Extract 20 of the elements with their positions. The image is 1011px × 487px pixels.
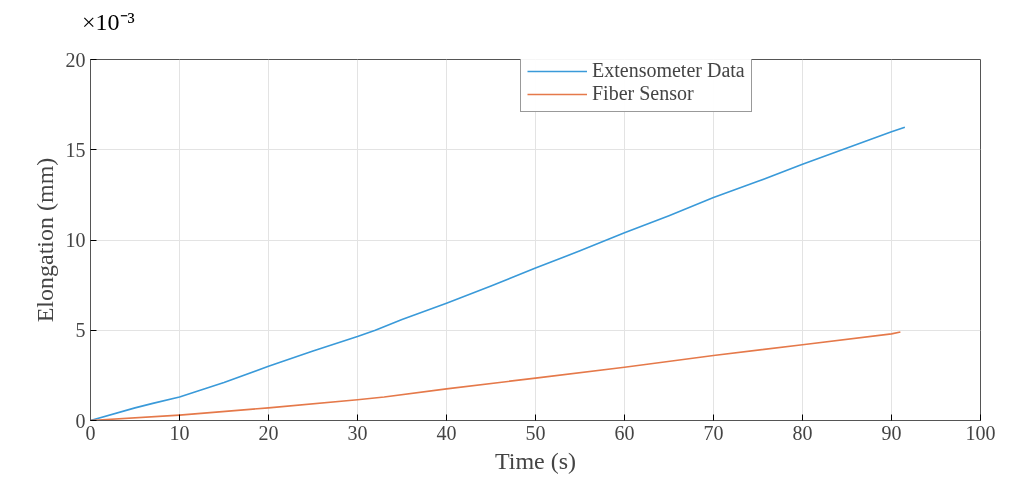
x-tick-label: 50 [525,421,546,444]
y-tick-label: 10 [65,229,86,251]
x-tick-label: 40 [436,421,457,444]
y-tick-label: 5 [75,319,86,342]
y-tick-label: 15 [65,138,86,161]
x-tick-label: 20 [258,421,279,444]
x-axis-title: Time (s) [494,447,577,474]
x-tick-label: 70 [703,421,724,444]
legend-label: Extensometer Data [592,59,745,82]
x-tick-label: 100 [965,421,996,444]
y-axis-title: Elongation (mm) [31,157,58,323]
legend-label: Fiber Sensor [592,82,694,105]
x-tick-label: 10 [169,421,190,444]
x-tick-label: 30 [347,421,368,444]
y-tick-label: 20 [65,48,86,71]
x-tick-label: 60 [614,421,635,444]
line-series [90,126,906,421]
text: ×10⁻³ [82,8,135,37]
x-tick-label: 90 [881,421,902,444]
x-tick-label: 80 [792,421,813,444]
